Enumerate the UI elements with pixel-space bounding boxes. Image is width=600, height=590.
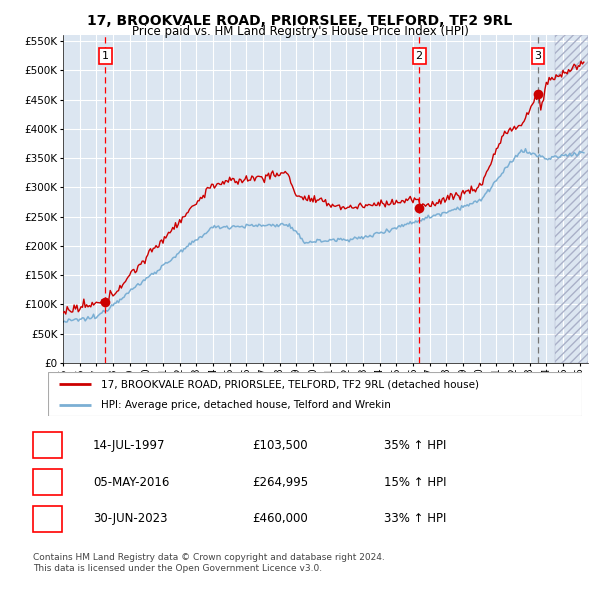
Text: This data is licensed under the Open Government Licence v3.0.: This data is licensed under the Open Gov… xyxy=(33,565,322,573)
Text: 2: 2 xyxy=(43,476,52,489)
Text: £460,000: £460,000 xyxy=(252,512,308,525)
Text: 30-JUN-2023: 30-JUN-2023 xyxy=(93,512,167,525)
Text: £103,500: £103,500 xyxy=(252,439,308,452)
Text: 33% ↑ HPI: 33% ↑ HPI xyxy=(384,512,446,525)
Text: 1: 1 xyxy=(102,51,109,61)
Text: 14-JUL-1997: 14-JUL-1997 xyxy=(93,439,166,452)
Text: 3: 3 xyxy=(535,51,541,61)
Text: Contains HM Land Registry data © Crown copyright and database right 2024.: Contains HM Land Registry data © Crown c… xyxy=(33,553,385,562)
Text: 2: 2 xyxy=(416,51,423,61)
Text: Price paid vs. HM Land Registry's House Price Index (HPI): Price paid vs. HM Land Registry's House … xyxy=(131,25,469,38)
Text: 17, BROOKVALE ROAD, PRIORSLEE, TELFORD, TF2 9RL (detached house): 17, BROOKVALE ROAD, PRIORSLEE, TELFORD, … xyxy=(101,379,479,389)
Text: 1: 1 xyxy=(43,439,52,452)
Text: 05-MAY-2016: 05-MAY-2016 xyxy=(93,476,169,489)
Text: 3: 3 xyxy=(43,512,52,525)
Text: 35% ↑ HPI: 35% ↑ HPI xyxy=(384,439,446,452)
Text: £264,995: £264,995 xyxy=(252,476,308,489)
Text: HPI: Average price, detached house, Telford and Wrekin: HPI: Average price, detached house, Telf… xyxy=(101,400,391,410)
Text: 15% ↑ HPI: 15% ↑ HPI xyxy=(384,476,446,489)
FancyBboxPatch shape xyxy=(48,372,582,416)
Text: 17, BROOKVALE ROAD, PRIORSLEE, TELFORD, TF2 9RL: 17, BROOKVALE ROAD, PRIORSLEE, TELFORD, … xyxy=(88,14,512,28)
